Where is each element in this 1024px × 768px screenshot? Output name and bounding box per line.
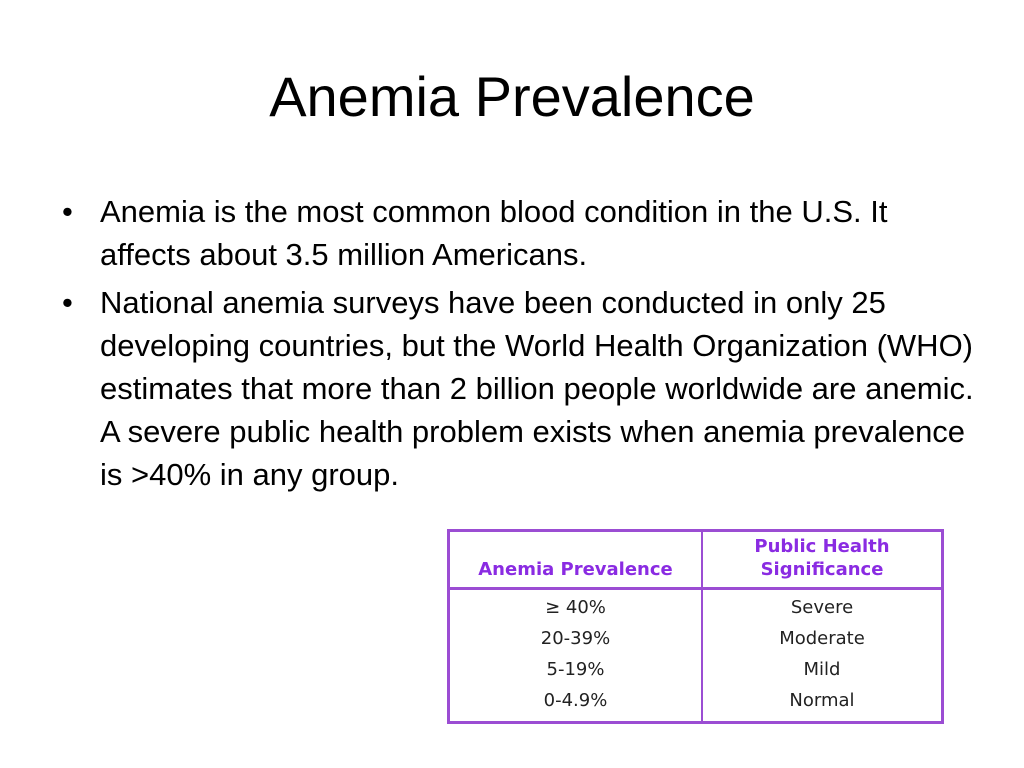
prevalence-cell: ≥ 40%	[448, 588, 703, 624]
slide-title: Anemia Prevalence	[269, 65, 755, 128]
bullet-list: • Anemia is the most common blood condit…	[58, 190, 978, 501]
significance-cell: Normal	[789, 690, 855, 712]
table-row: 20-39% Moderate	[448, 623, 943, 655]
column-header-prevalence: Anemia Prevalence	[448, 530, 703, 590]
significance-cell: Mild	[803, 659, 841, 681]
prevalence-cell: 5-19%	[448, 654, 703, 686]
prevalence-cell: 0-4.9%	[448, 685, 703, 723]
column-header-significance: Public Health Significance	[702, 530, 943, 590]
significance-cell: Severe	[790, 596, 854, 618]
prevalence-cell: 20-39%	[448, 623, 703, 655]
significance-cell: Moderate	[779, 627, 865, 649]
bullet-item: • National anemia surveys have been cond…	[58, 281, 978, 496]
bullet-item: • Anemia is the most common blood condit…	[58, 190, 978, 276]
bullet-text: Anemia is the most common blood conditio…	[100, 194, 888, 272]
bullet-text: National anemia surveys have been conduc…	[100, 285, 974, 492]
table-row: ≥ 40% Severe	[448, 588, 943, 624]
table-header-row: Anemia Prevalence Public Health Signific…	[448, 530, 943, 590]
bullet-dot-icon: •	[62, 194, 73, 229]
bullet-dot-icon: •	[62, 285, 73, 320]
prevalence-table: Anemia Prevalence Public Health Signific…	[447, 529, 944, 724]
table-row: 5-19% Mild	[448, 654, 943, 686]
table-row: 0-4.9% Normal	[448, 685, 943, 723]
